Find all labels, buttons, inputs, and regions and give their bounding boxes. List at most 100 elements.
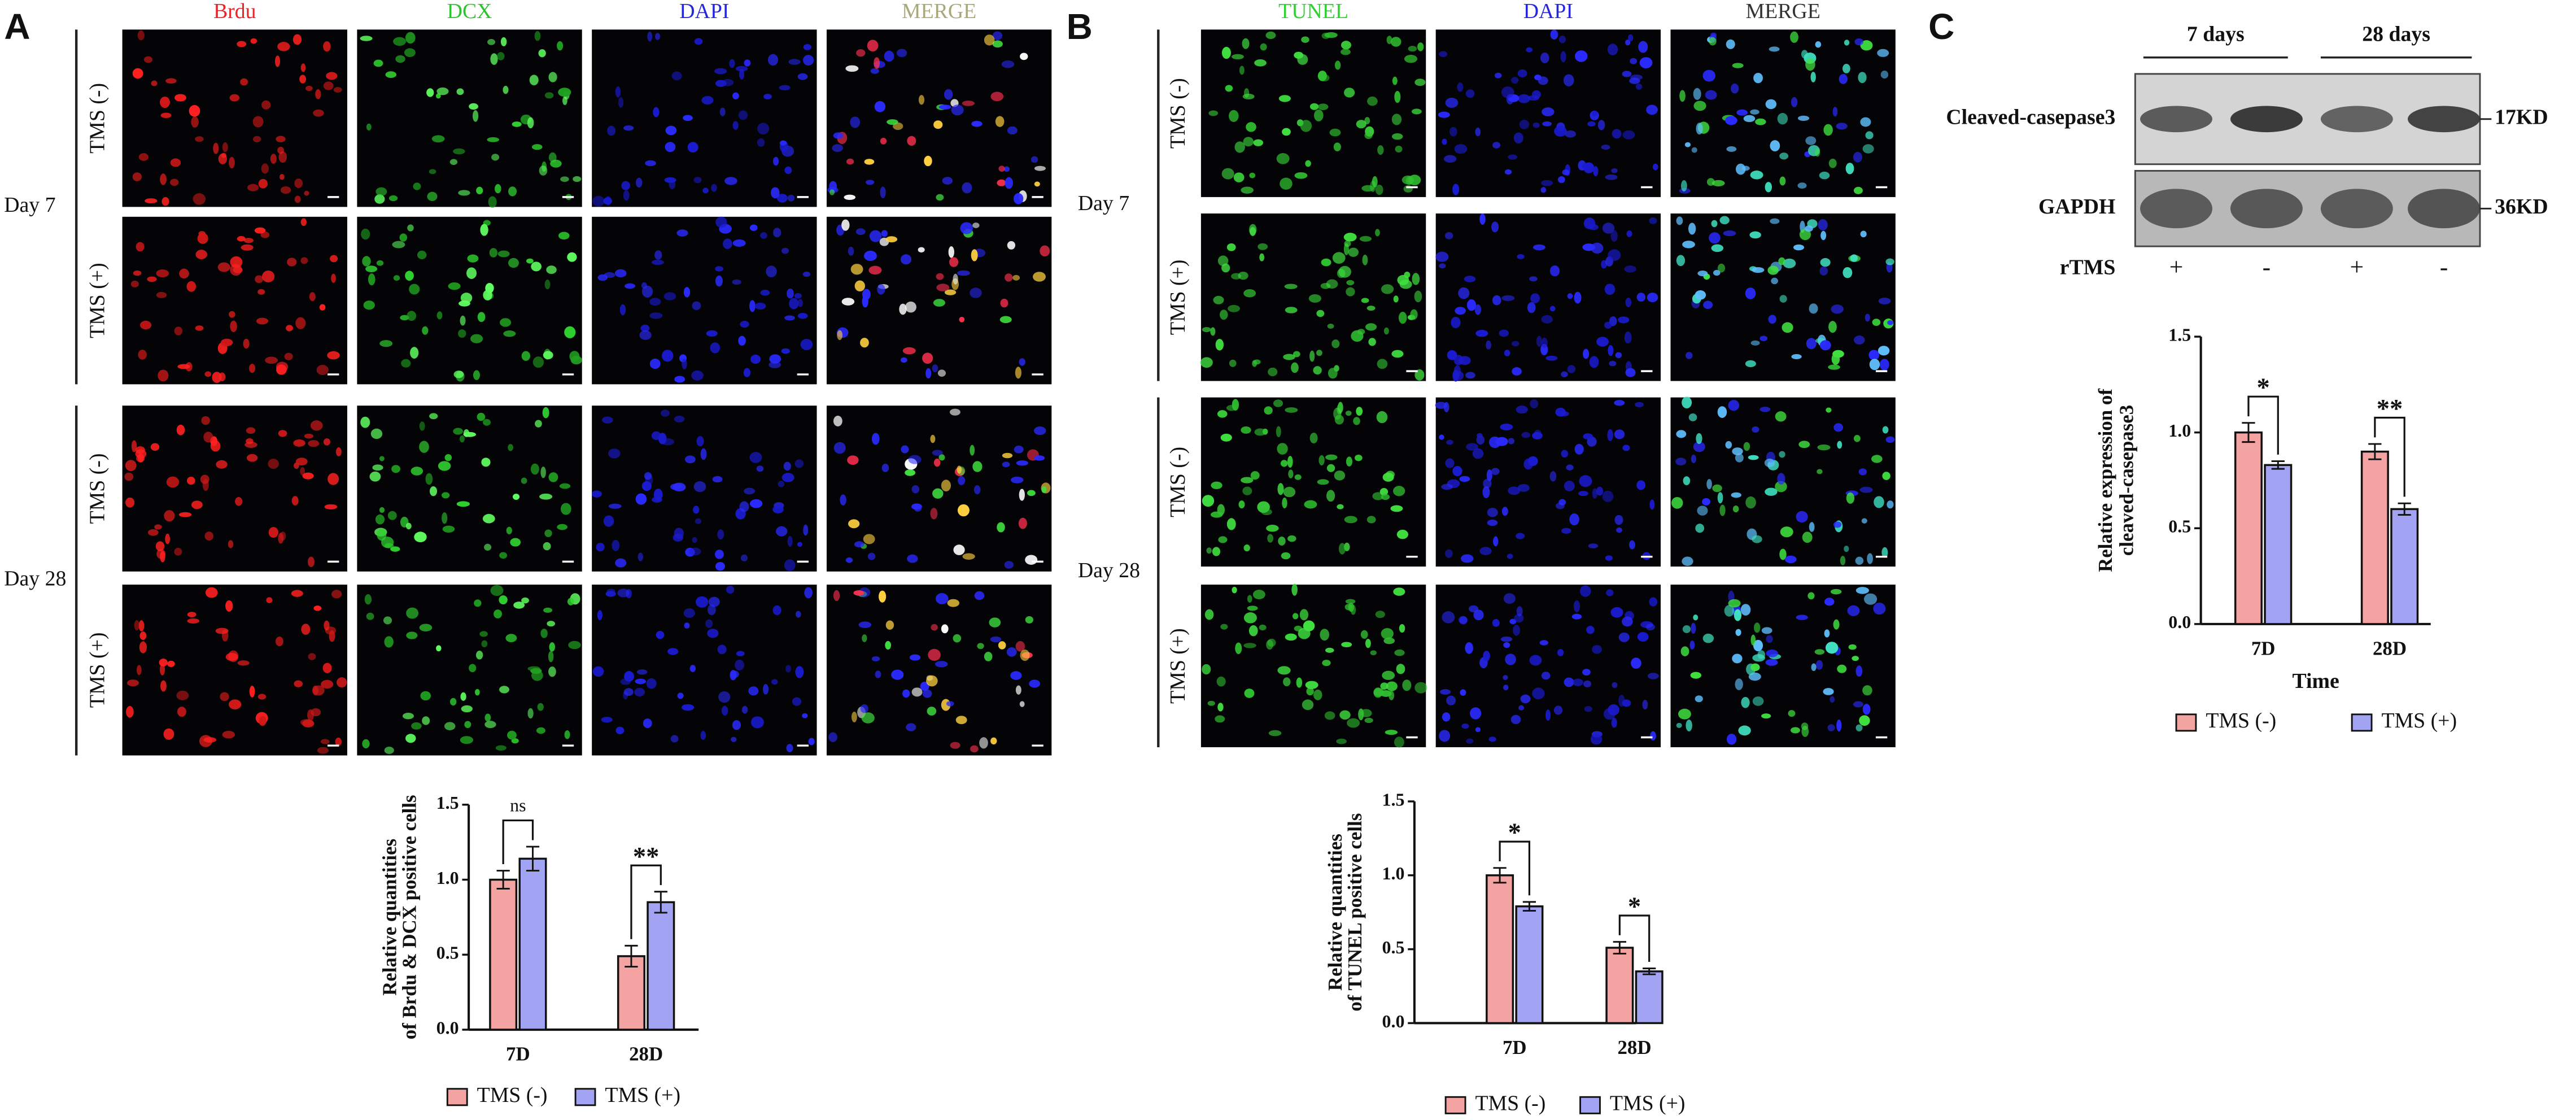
cell <box>1242 93 1255 99</box>
cell <box>411 722 422 730</box>
cell <box>548 666 556 677</box>
cell <box>717 529 724 540</box>
cell <box>1765 99 1777 110</box>
cell <box>1845 163 1854 175</box>
cell <box>663 292 676 300</box>
cell <box>274 55 281 67</box>
cell <box>1503 675 1508 681</box>
cell <box>683 608 695 618</box>
cell <box>1511 77 1519 84</box>
cell <box>1365 638 1371 648</box>
cell <box>1860 230 1867 238</box>
cell <box>1550 29 1558 40</box>
cell <box>1277 443 1288 455</box>
group-label: Day 28 <box>4 567 66 591</box>
cell <box>1743 442 1750 451</box>
cell <box>1268 730 1282 737</box>
cell <box>1777 112 1788 125</box>
cell <box>1306 687 1314 696</box>
group-label: Day 28 <box>1078 559 1140 582</box>
cell <box>323 438 330 446</box>
cell <box>362 739 370 748</box>
cell <box>1414 79 1426 86</box>
cell <box>797 313 808 319</box>
cell <box>1731 492 1741 498</box>
cell <box>1745 496 1756 509</box>
cell <box>531 262 542 272</box>
cell <box>431 135 445 143</box>
cell <box>928 648 941 661</box>
cell <box>449 698 457 706</box>
blot-band <box>2320 189 2393 229</box>
cell <box>299 75 307 84</box>
cell <box>1757 650 1766 659</box>
cell <box>1517 483 1530 492</box>
cell <box>1248 625 1258 637</box>
cell <box>802 713 808 718</box>
cell <box>225 600 233 612</box>
cell <box>908 455 922 464</box>
cell <box>1514 613 1524 623</box>
cell <box>1642 700 1648 710</box>
cell <box>1614 515 1623 525</box>
cell <box>1355 454 1363 461</box>
cell <box>1325 647 1334 653</box>
cell <box>1805 58 1815 71</box>
cell <box>1356 407 1363 416</box>
blot-band <box>2408 106 2480 133</box>
cell <box>458 329 466 338</box>
cell <box>1562 169 1570 176</box>
cell <box>1830 589 1842 595</box>
cell <box>558 232 570 240</box>
cell <box>808 738 815 746</box>
cell <box>364 594 372 605</box>
significance-label: * <box>1508 818 1521 847</box>
cell <box>442 512 448 524</box>
cell <box>1877 49 1889 57</box>
blot-group-label: 7 days <box>2187 23 2245 46</box>
cell <box>1293 351 1300 358</box>
cell <box>1593 166 1599 177</box>
cell <box>676 229 688 237</box>
cell <box>235 497 243 506</box>
cell <box>259 716 267 726</box>
cell <box>243 238 254 243</box>
cell <box>316 364 329 376</box>
cell <box>151 80 158 86</box>
cell <box>512 121 522 127</box>
cell <box>783 461 791 471</box>
cell <box>1439 730 1451 742</box>
cell <box>1735 453 1744 463</box>
cell <box>1486 340 1491 350</box>
cell <box>246 427 256 434</box>
cell <box>661 409 670 417</box>
cell <box>323 41 331 52</box>
cell <box>483 419 491 426</box>
cell <box>1689 640 1695 650</box>
cell <box>390 546 400 552</box>
x-tick-label: 7D <box>506 1043 530 1065</box>
cell <box>931 624 938 631</box>
cell <box>508 444 513 451</box>
cell <box>625 283 636 289</box>
cell <box>1365 323 1377 331</box>
cell <box>429 169 436 175</box>
cell <box>125 497 135 508</box>
cell <box>490 585 504 596</box>
treatment-sign: - <box>2440 254 2448 281</box>
cell <box>1006 647 1017 657</box>
cell <box>879 590 887 603</box>
cell <box>1612 682 1618 688</box>
cell <box>1243 289 1256 298</box>
cell <box>683 115 693 121</box>
cell <box>1554 126 1567 137</box>
cell <box>1713 269 1721 276</box>
cell <box>1605 555 1613 561</box>
cell <box>1326 490 1335 502</box>
cell <box>953 634 962 643</box>
cell <box>1375 229 1380 237</box>
cell <box>1532 122 1540 128</box>
cell <box>1488 737 1496 742</box>
cell <box>291 590 303 597</box>
cell <box>635 678 647 685</box>
